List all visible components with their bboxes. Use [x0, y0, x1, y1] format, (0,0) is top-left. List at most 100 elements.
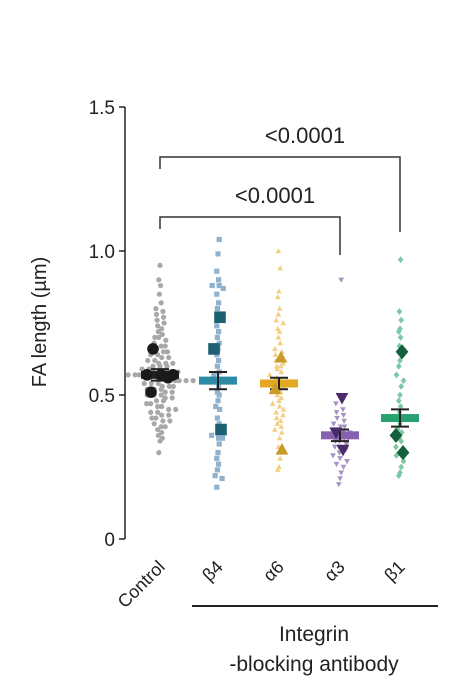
- data-point-1-41: [215, 251, 221, 257]
- data-point-0-5: [159, 429, 165, 436]
- data-point-0-93: [156, 291, 162, 297]
- data-point-3-4: [340, 464, 347, 470]
- data-point-2-17: [274, 392, 281, 398]
- data-point-0-9: [149, 415, 155, 421]
- category-label-0: Control: [114, 557, 169, 612]
- data-point-0-87: [161, 320, 167, 326]
- data-point-4-0: [395, 472, 402, 480]
- significance-bracket-0: [159, 216, 341, 255]
- data-point-1-14: [213, 403, 219, 410]
- significance-brackets: <0.0001 <0.0001: [159, 123, 401, 255]
- data-point-0-60: [150, 363, 156, 369]
- data-point-3-31: [340, 407, 346, 413]
- data-point-3-27: [341, 418, 347, 424]
- data-point-2-23: [266, 371, 273, 378]
- replicate-mean-0-5: [145, 386, 157, 398]
- data-point-3-2: [338, 470, 345, 476]
- data-point-0-8: [162, 424, 168, 430]
- replicate-mean-1-0: [214, 311, 226, 324]
- data-point-3-24: [337, 424, 344, 430]
- data-point-0-71: [166, 354, 172, 361]
- data-point-0-80: [156, 334, 162, 340]
- data-point-4-7: [398, 437, 405, 445]
- data-point-1-37: [216, 282, 222, 289]
- data-point-0-41: [125, 372, 131, 378]
- data-point-3-25: [341, 424, 348, 430]
- replicate-mean-2-1: [268, 382, 282, 395]
- data-point-3-0: [335, 482, 342, 488]
- category-label-2: α6: [259, 557, 288, 586]
- data-point-0-82: [155, 329, 161, 335]
- data-point-4-2: [398, 463, 405, 471]
- data-point-1-9: [216, 435, 222, 441]
- data-point-1-29: [216, 329, 222, 335]
- data-point-4-17: [398, 382, 405, 390]
- replicate-mean-2-0: [274, 350, 288, 363]
- replicate-mean-3-0: [335, 392, 349, 405]
- data-point-0-39: [166, 383, 172, 389]
- data-point-0-86: [154, 317, 160, 323]
- replicate-mean-4-1: [389, 427, 403, 443]
- data-point-0-70: [159, 354, 165, 361]
- data-point-4-21: [397, 357, 403, 364]
- data-point-2-32: [280, 360, 286, 366]
- data-points: [125, 236, 407, 490]
- data-point-3-3: [333, 461, 340, 468]
- data-point-1-8: [209, 432, 215, 438]
- data-point-0-36: [148, 380, 154, 387]
- data-point-0-51: [183, 378, 189, 384]
- data-point-0-79: [152, 334, 158, 340]
- y-axis-label: FA length (µm): [29, 257, 51, 387]
- data-point-3-7: [344, 459, 350, 465]
- data-point-0-84: [155, 323, 161, 329]
- data-point-2-40: [274, 325, 281, 331]
- data-point-0-50: [176, 378, 182, 384]
- data-point-0-64: [152, 357, 158, 364]
- data-point-4-10: [398, 429, 405, 436]
- data-point-0-75: [164, 349, 171, 355]
- replicate-mean-0-4: [162, 371, 174, 384]
- data-point-3-26: [334, 415, 340, 422]
- data-point-2-15: [280, 406, 287, 412]
- data-point-1-36: [209, 282, 215, 289]
- data-point-0-22: [173, 406, 179, 412]
- group-label-line2: -blocking antibody: [229, 653, 399, 676]
- data-point-4-5: [393, 443, 399, 451]
- data-point-1-16: [215, 398, 221, 404]
- data-point-2-14: [276, 403, 283, 409]
- data-point-4-4: [400, 457, 407, 465]
- data-point-1-13: [214, 415, 220, 421]
- data-point-0-66: [163, 360, 169, 366]
- data-point-0-95: [156, 277, 162, 283]
- data-point-2-7: [274, 420, 281, 427]
- data-point-0-20: [159, 403, 165, 410]
- p-value-label-1: <0.0001: [265, 123, 345, 148]
- data-point-2-11: [273, 409, 279, 415]
- data-point-0-17: [144, 401, 150, 407]
- replicate-mean-2-2: [275, 443, 289, 455]
- data-point-0-65: [156, 360, 162, 366]
- data-point-0-88: [153, 311, 160, 317]
- replicate-mean-4-2: [396, 445, 410, 461]
- data-point-1-30: [214, 323, 220, 329]
- data-point-0-63: [145, 357, 151, 364]
- data-point-1-20: [211, 372, 217, 378]
- data-point-1-1: [212, 473, 218, 479]
- data-point-0-92: [158, 300, 164, 306]
- data-point-0-27: [158, 392, 164, 398]
- data-point-1-18: [214, 389, 220, 395]
- data-point-1-33: [214, 306, 220, 312]
- data-point-0-3: [159, 435, 165, 441]
- x-axis-labels: Control β4 α6 α3 β1: [114, 557, 409, 612]
- data-point-1-39: [216, 277, 222, 283]
- p-value-label-0: <0.0001: [235, 183, 315, 208]
- data-point-1-10: [220, 435, 226, 441]
- y-tick-label-0: 0: [104, 530, 115, 551]
- data-point-2-12: [280, 412, 286, 418]
- data-point-0-40: [170, 383, 176, 389]
- data-point-3-28: [333, 410, 340, 416]
- data-point-2-9: [273, 415, 280, 421]
- data-point-3-32: [338, 277, 345, 283]
- data-point-0-83: [159, 331, 165, 338]
